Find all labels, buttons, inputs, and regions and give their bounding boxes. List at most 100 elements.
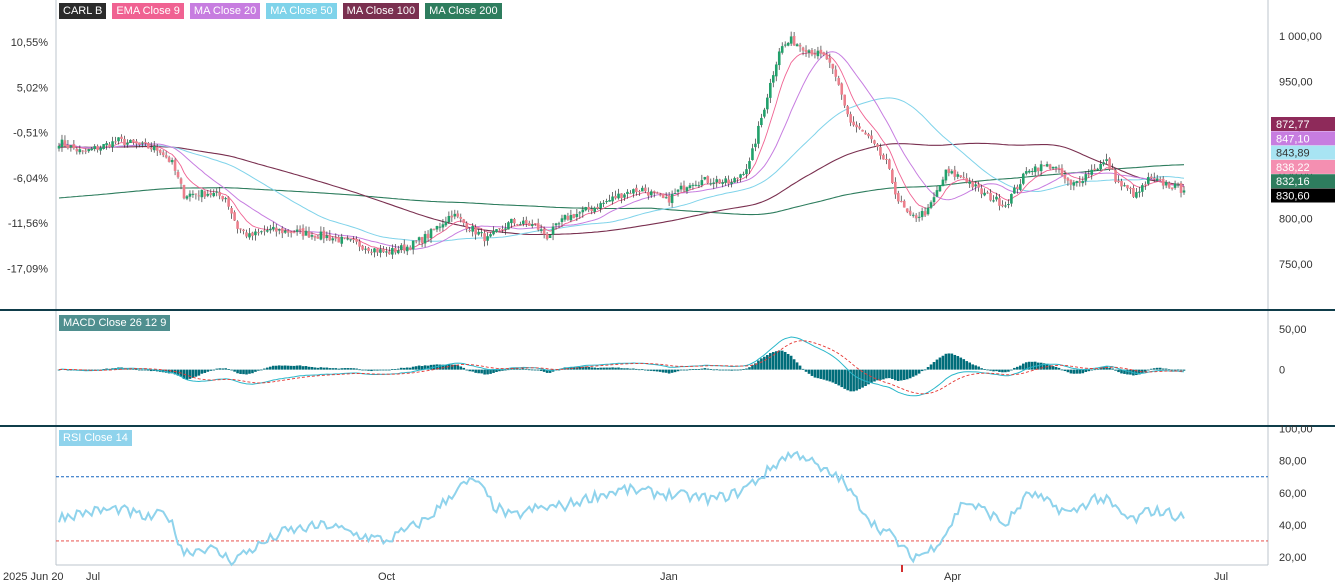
- candle-body: [1010, 193, 1013, 204]
- candle-body: [1170, 187, 1174, 190]
- candle: [313, 235, 317, 241]
- macd-bar: [516, 368, 519, 370]
- candle-body: [1081, 181, 1085, 184]
- legend-ma200[interactable]: MA Close 200: [425, 3, 502, 19]
- candle-body: [774, 64, 778, 77]
- macd-bar: [149, 369, 153, 372]
- candle: [280, 226, 284, 239]
- candle: [1066, 177, 1070, 186]
- macd-bar: [280, 365, 284, 370]
- candle-body: [1093, 168, 1097, 171]
- macd-bar: [227, 369, 230, 370]
- candle: [108, 141, 111, 149]
- candle-body: [694, 184, 698, 186]
- candle-body: [402, 244, 406, 251]
- candle-body: [530, 224, 534, 226]
- candle-body: [349, 239, 352, 241]
- macd-bar: [777, 350, 781, 370]
- candle: [146, 142, 150, 149]
- macd-bar: [289, 365, 293, 370]
- macd-bar: [402, 367, 406, 370]
- candle: [894, 177, 897, 199]
- macd-bar: [1057, 367, 1061, 370]
- rsi-label[interactable]: RSI Close 14: [59, 430, 132, 446]
- candle-body: [66, 144, 70, 149]
- candle-body: [492, 230, 495, 235]
- macd-bar: [254, 369, 257, 372]
- date-tick-3: Jan: [660, 571, 678, 582]
- candle-body: [1048, 164, 1052, 169]
- legend-ma20[interactable]: MA Close 20: [189, 3, 261, 19]
- candle: [873, 139, 876, 146]
- candle-body: [1111, 168, 1114, 170]
- candle-body: [792, 35, 796, 46]
- macd-bar: [923, 369, 927, 371]
- candle: [203, 190, 207, 199]
- candle-body: [182, 184, 186, 199]
- macd-bar: [644, 369, 647, 371]
- candle: [813, 49, 817, 59]
- candle-body: [608, 200, 611, 202]
- candle: [1081, 176, 1085, 187]
- candle-body: [661, 193, 665, 199]
- candle: [578, 211, 582, 219]
- candle: [382, 246, 385, 253]
- candle-body: [361, 245, 364, 250]
- candle: [944, 169, 948, 184]
- candle: [953, 165, 957, 181]
- candle-body: [843, 94, 847, 106]
- macd-bar: [224, 368, 227, 370]
- candle-body: [962, 177, 966, 179]
- macd-bar: [789, 355, 793, 370]
- candle: [644, 184, 647, 194]
- candle-body: [444, 221, 448, 226]
- candle: [87, 148, 91, 153]
- macd-bar: [533, 369, 537, 371]
- candle-body: [1051, 166, 1055, 169]
- candle: [1030, 168, 1034, 176]
- candle: [417, 236, 421, 245]
- candle: [539, 224, 543, 234]
- candle-body: [1144, 184, 1147, 186]
- candle: [655, 191, 659, 194]
- candle-body: [733, 178, 736, 183]
- macd-bar: [804, 369, 808, 372]
- macd-bar: [941, 355, 945, 370]
- candle: [1033, 163, 1037, 176]
- macd-bar: [608, 367, 611, 370]
- candle-body: [992, 200, 995, 202]
- candle: [736, 177, 739, 183]
- candle-body: [891, 169, 894, 184]
- macd-bar: [950, 353, 954, 370]
- candle-body: [977, 184, 980, 188]
- candle: [712, 177, 716, 190]
- candle-body: [885, 158, 888, 160]
- candle: [459, 213, 463, 223]
- candle: [510, 218, 513, 228]
- candle: [822, 51, 826, 57]
- candle: [331, 236, 335, 244]
- macd-bar: [626, 368, 629, 370]
- candle-body: [286, 230, 290, 233]
- legend-ma100[interactable]: MA Close 100: [342, 3, 420, 19]
- candle: [870, 130, 873, 143]
- macd-label[interactable]: MACD Close 26 12 9: [59, 315, 171, 331]
- candle: [998, 194, 1001, 211]
- candle: [123, 135, 126, 148]
- macd-bar: [983, 369, 986, 370]
- candle-body: [498, 228, 501, 230]
- macd-bar: [670, 369, 674, 373]
- macd-bar: [233, 369, 236, 372]
- candle-body: [828, 58, 832, 63]
- candle-body: [337, 237, 341, 243]
- legend-ma50[interactable]: MA Close 50: [266, 3, 337, 19]
- candle-body: [394, 248, 397, 253]
- candle: [498, 227, 501, 231]
- macd-bar: [938, 357, 942, 370]
- candle: [414, 240, 418, 244]
- symbol-label[interactable]: CARL B: [59, 3, 107, 19]
- candle: [855, 121, 858, 133]
- candle-body: [355, 238, 358, 242]
- legend-ema9[interactable]: EMA Close 9: [112, 3, 184, 19]
